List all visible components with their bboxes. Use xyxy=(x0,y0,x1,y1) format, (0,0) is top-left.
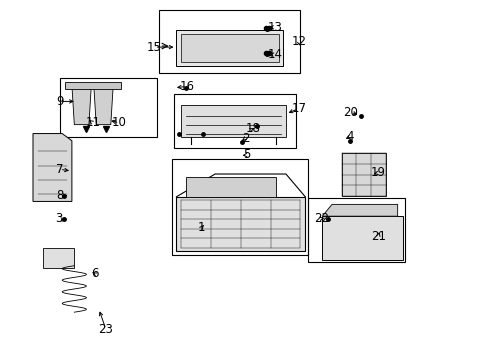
Text: 21: 21 xyxy=(370,230,385,243)
Text: 15: 15 xyxy=(147,41,162,54)
Text: 7: 7 xyxy=(56,163,63,176)
Text: 14: 14 xyxy=(267,49,282,62)
Text: 11: 11 xyxy=(85,116,100,129)
Text: 9: 9 xyxy=(56,95,63,108)
Bar xyxy=(176,30,283,66)
Bar xyxy=(159,10,300,73)
Bar xyxy=(341,153,385,196)
Text: 8: 8 xyxy=(56,189,63,202)
Bar xyxy=(307,198,404,262)
Text: 13: 13 xyxy=(267,21,282,33)
Text: 4: 4 xyxy=(346,130,353,143)
Polygon shape xyxy=(72,85,91,125)
Text: 17: 17 xyxy=(291,102,306,115)
Text: 5: 5 xyxy=(243,148,250,162)
Text: 6: 6 xyxy=(91,267,99,280)
Bar xyxy=(186,177,276,197)
Bar xyxy=(181,33,278,62)
Bar xyxy=(171,158,307,255)
Bar xyxy=(322,216,402,260)
Bar xyxy=(64,82,120,89)
Polygon shape xyxy=(33,134,72,202)
Text: 1: 1 xyxy=(198,221,205,234)
Polygon shape xyxy=(322,204,397,216)
Bar xyxy=(60,78,157,137)
Text: 19: 19 xyxy=(370,166,385,179)
Text: 23: 23 xyxy=(98,323,113,336)
Text: 22: 22 xyxy=(313,212,328,225)
Bar xyxy=(174,94,295,148)
Text: 20: 20 xyxy=(343,105,357,119)
Text: 10: 10 xyxy=(112,116,127,129)
Text: 2: 2 xyxy=(241,132,249,145)
Text: 3: 3 xyxy=(55,212,62,225)
Bar xyxy=(176,197,305,251)
Text: 12: 12 xyxy=(291,35,306,48)
Text: 16: 16 xyxy=(179,80,194,93)
Bar xyxy=(42,248,74,267)
Text: 18: 18 xyxy=(245,122,260,135)
Bar xyxy=(181,105,285,137)
Polygon shape xyxy=(94,85,113,125)
